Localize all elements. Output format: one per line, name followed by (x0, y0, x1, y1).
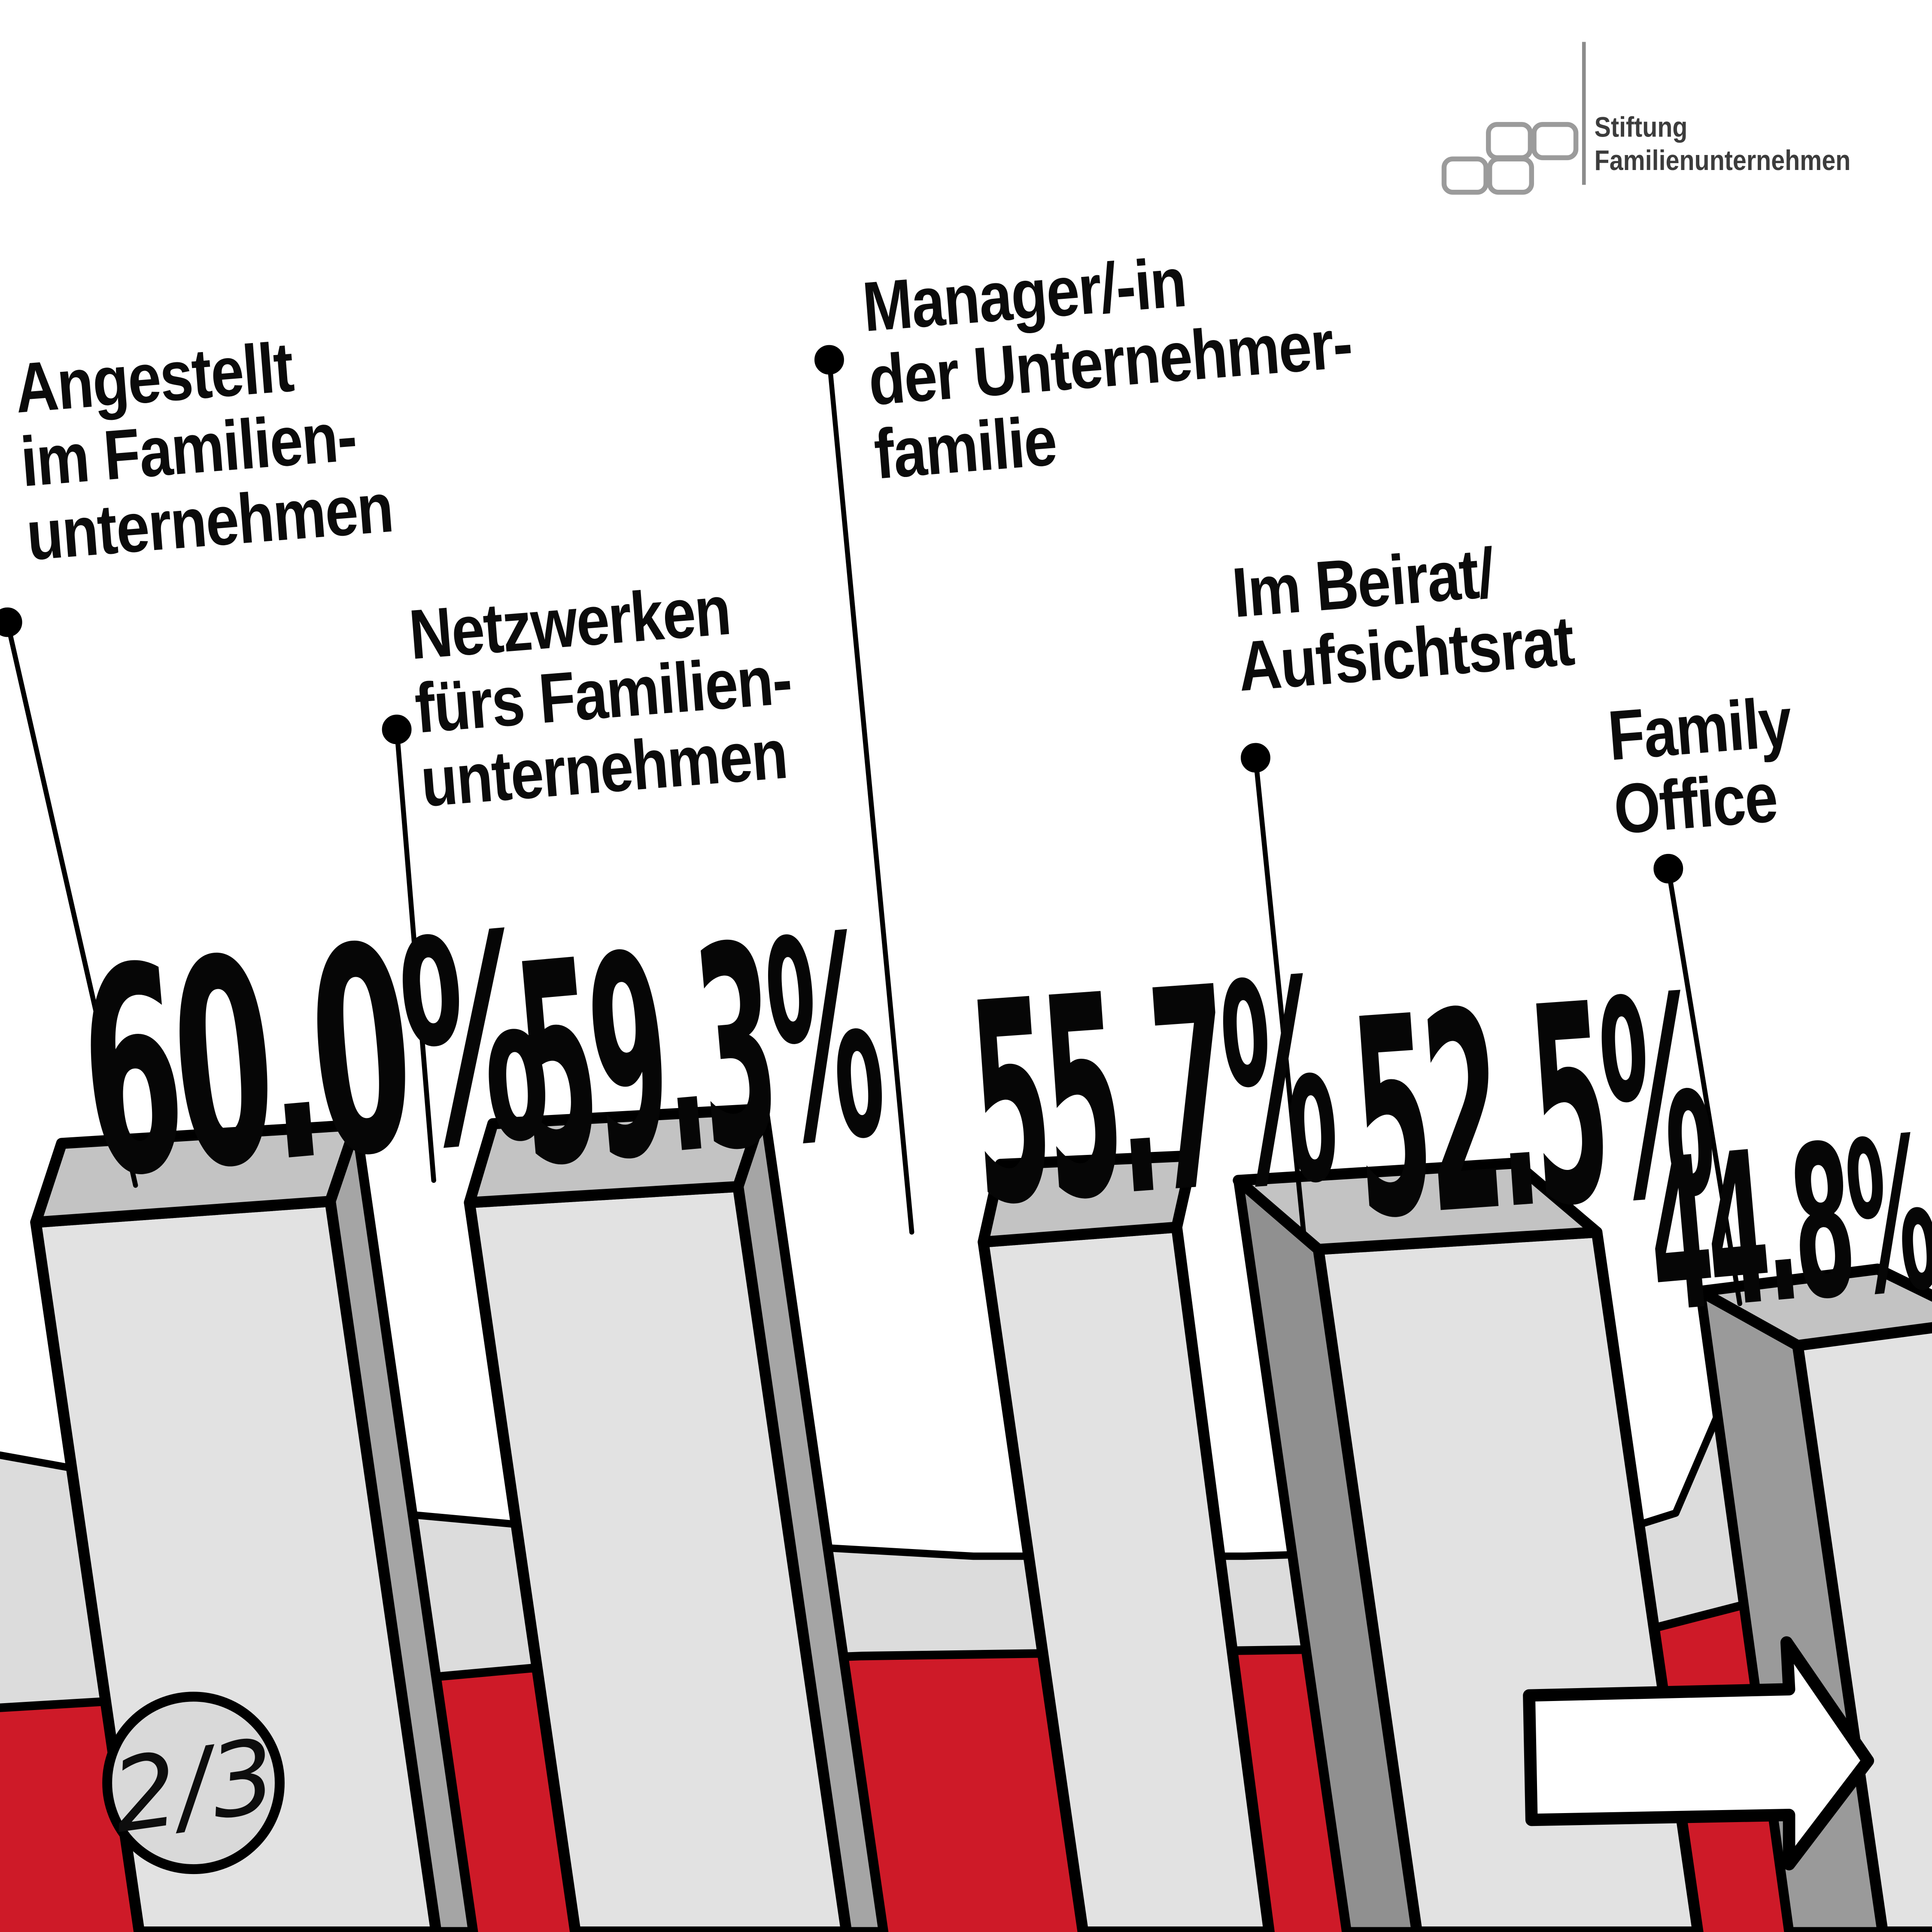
badge-text: 2/3 (105, 1717, 283, 1856)
arrow-right-icon (1523, 1636, 1874, 1871)
badge-circle (102, 1692, 285, 1874)
label-family-office: Family Office (1605, 683, 1799, 850)
bar-2-top (464, 1103, 770, 1208)
callout-line-2 (394, 727, 436, 1183)
bar-1-top (30, 1119, 362, 1228)
fraction-badge: 2/3 (102, 1692, 285, 1874)
logo-divider (1582, 42, 1586, 185)
callout-dot-4 (1240, 743, 1270, 773)
callout-dot-2 (382, 714, 412, 744)
value-angestellt: 60.0% (69, 875, 553, 1242)
label-manager: Manager/-in der Unternehmer- familie (860, 233, 1360, 495)
callout-line-3 (826, 357, 914, 1235)
bar-netzwerken (464, 1103, 889, 1932)
bar-3-top (978, 1150, 1198, 1248)
label-angestellt: Angestellt im Familien- unternehmen (12, 324, 395, 576)
bar-manager (978, 1150, 1275, 1932)
logo-square-icon (1441, 156, 1488, 195)
label-line: Office (1611, 758, 1780, 850)
logo-line-1: Stiftung (1594, 111, 1688, 143)
value-family-office: 44.8% (1640, 1093, 1932, 1361)
bar-4-top (1233, 1157, 1603, 1255)
label-netzwerken: Netzwerken fürs Familien- unternehmen (407, 569, 799, 822)
logo-square-icon (1486, 122, 1533, 161)
callouts (0, 345, 1743, 1306)
value-netzwerken: 59.3% (505, 877, 890, 1230)
logo-square-icon (1531, 122, 1579, 161)
callout-line-4 (1253, 755, 1306, 1235)
logo-text: Stiftung Familienunternehmen (1595, 111, 1851, 177)
logo-square-icon (1487, 156, 1534, 195)
callout-dot-1 (0, 607, 22, 637)
bar-5-top (1695, 1264, 1932, 1351)
callout-line-1 (5, 620, 138, 1188)
callout-dot-3 (814, 345, 844, 375)
value-manager: 55.7% (962, 921, 1341, 1269)
label-beirat: Im Beirat/ Aufsichtsrat (1230, 531, 1577, 707)
callout-line-5 (1666, 866, 1743, 1306)
bar-beirat (1233, 1157, 1704, 1932)
logo-line-2: Familienunternehmen (1594, 144, 1851, 176)
callout-dot-5 (1653, 854, 1683, 884)
